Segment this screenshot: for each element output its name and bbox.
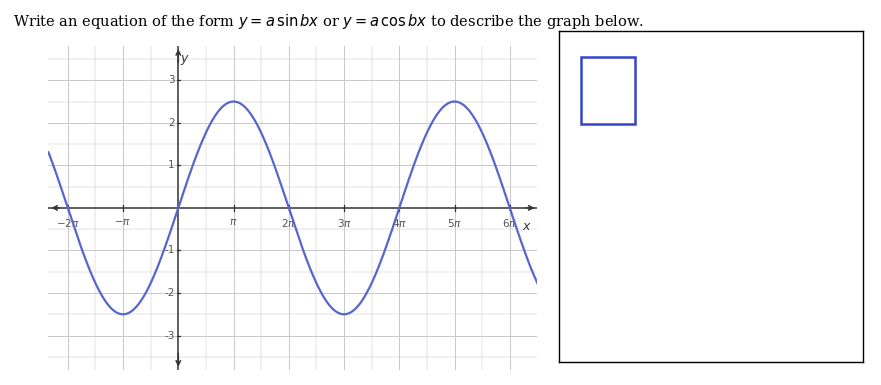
Text: $3\pi$: $3\pi$ — [337, 217, 352, 229]
Text: $\pi$: $\pi$ — [229, 217, 238, 227]
Text: 3: 3 — [168, 75, 174, 85]
Text: Write an equation of the form $y = a\,\sin bx$ or $y = a\,\cos bx$ to describe t: Write an equation of the form $y = a\,\s… — [13, 12, 644, 30]
Text: $x$: $x$ — [522, 220, 532, 233]
Text: $4\pi$: $4\pi$ — [392, 217, 407, 229]
Text: $5\pi$: $5\pi$ — [447, 217, 462, 229]
Text: $2\pi$: $2\pi$ — [281, 217, 296, 229]
Text: $-\pi$: $-\pi$ — [115, 217, 131, 227]
Text: $y$: $y$ — [181, 53, 190, 67]
FancyBboxPatch shape — [581, 57, 635, 124]
Text: $6\pi$: $6\pi$ — [502, 217, 517, 229]
Text: 2: 2 — [168, 118, 174, 128]
Text: 1: 1 — [168, 160, 174, 170]
Text: $-2\pi$: $-2\pi$ — [56, 217, 79, 229]
Text: -2: -2 — [165, 288, 174, 298]
Text: -1: -1 — [165, 246, 174, 256]
Text: -3: -3 — [165, 331, 174, 341]
